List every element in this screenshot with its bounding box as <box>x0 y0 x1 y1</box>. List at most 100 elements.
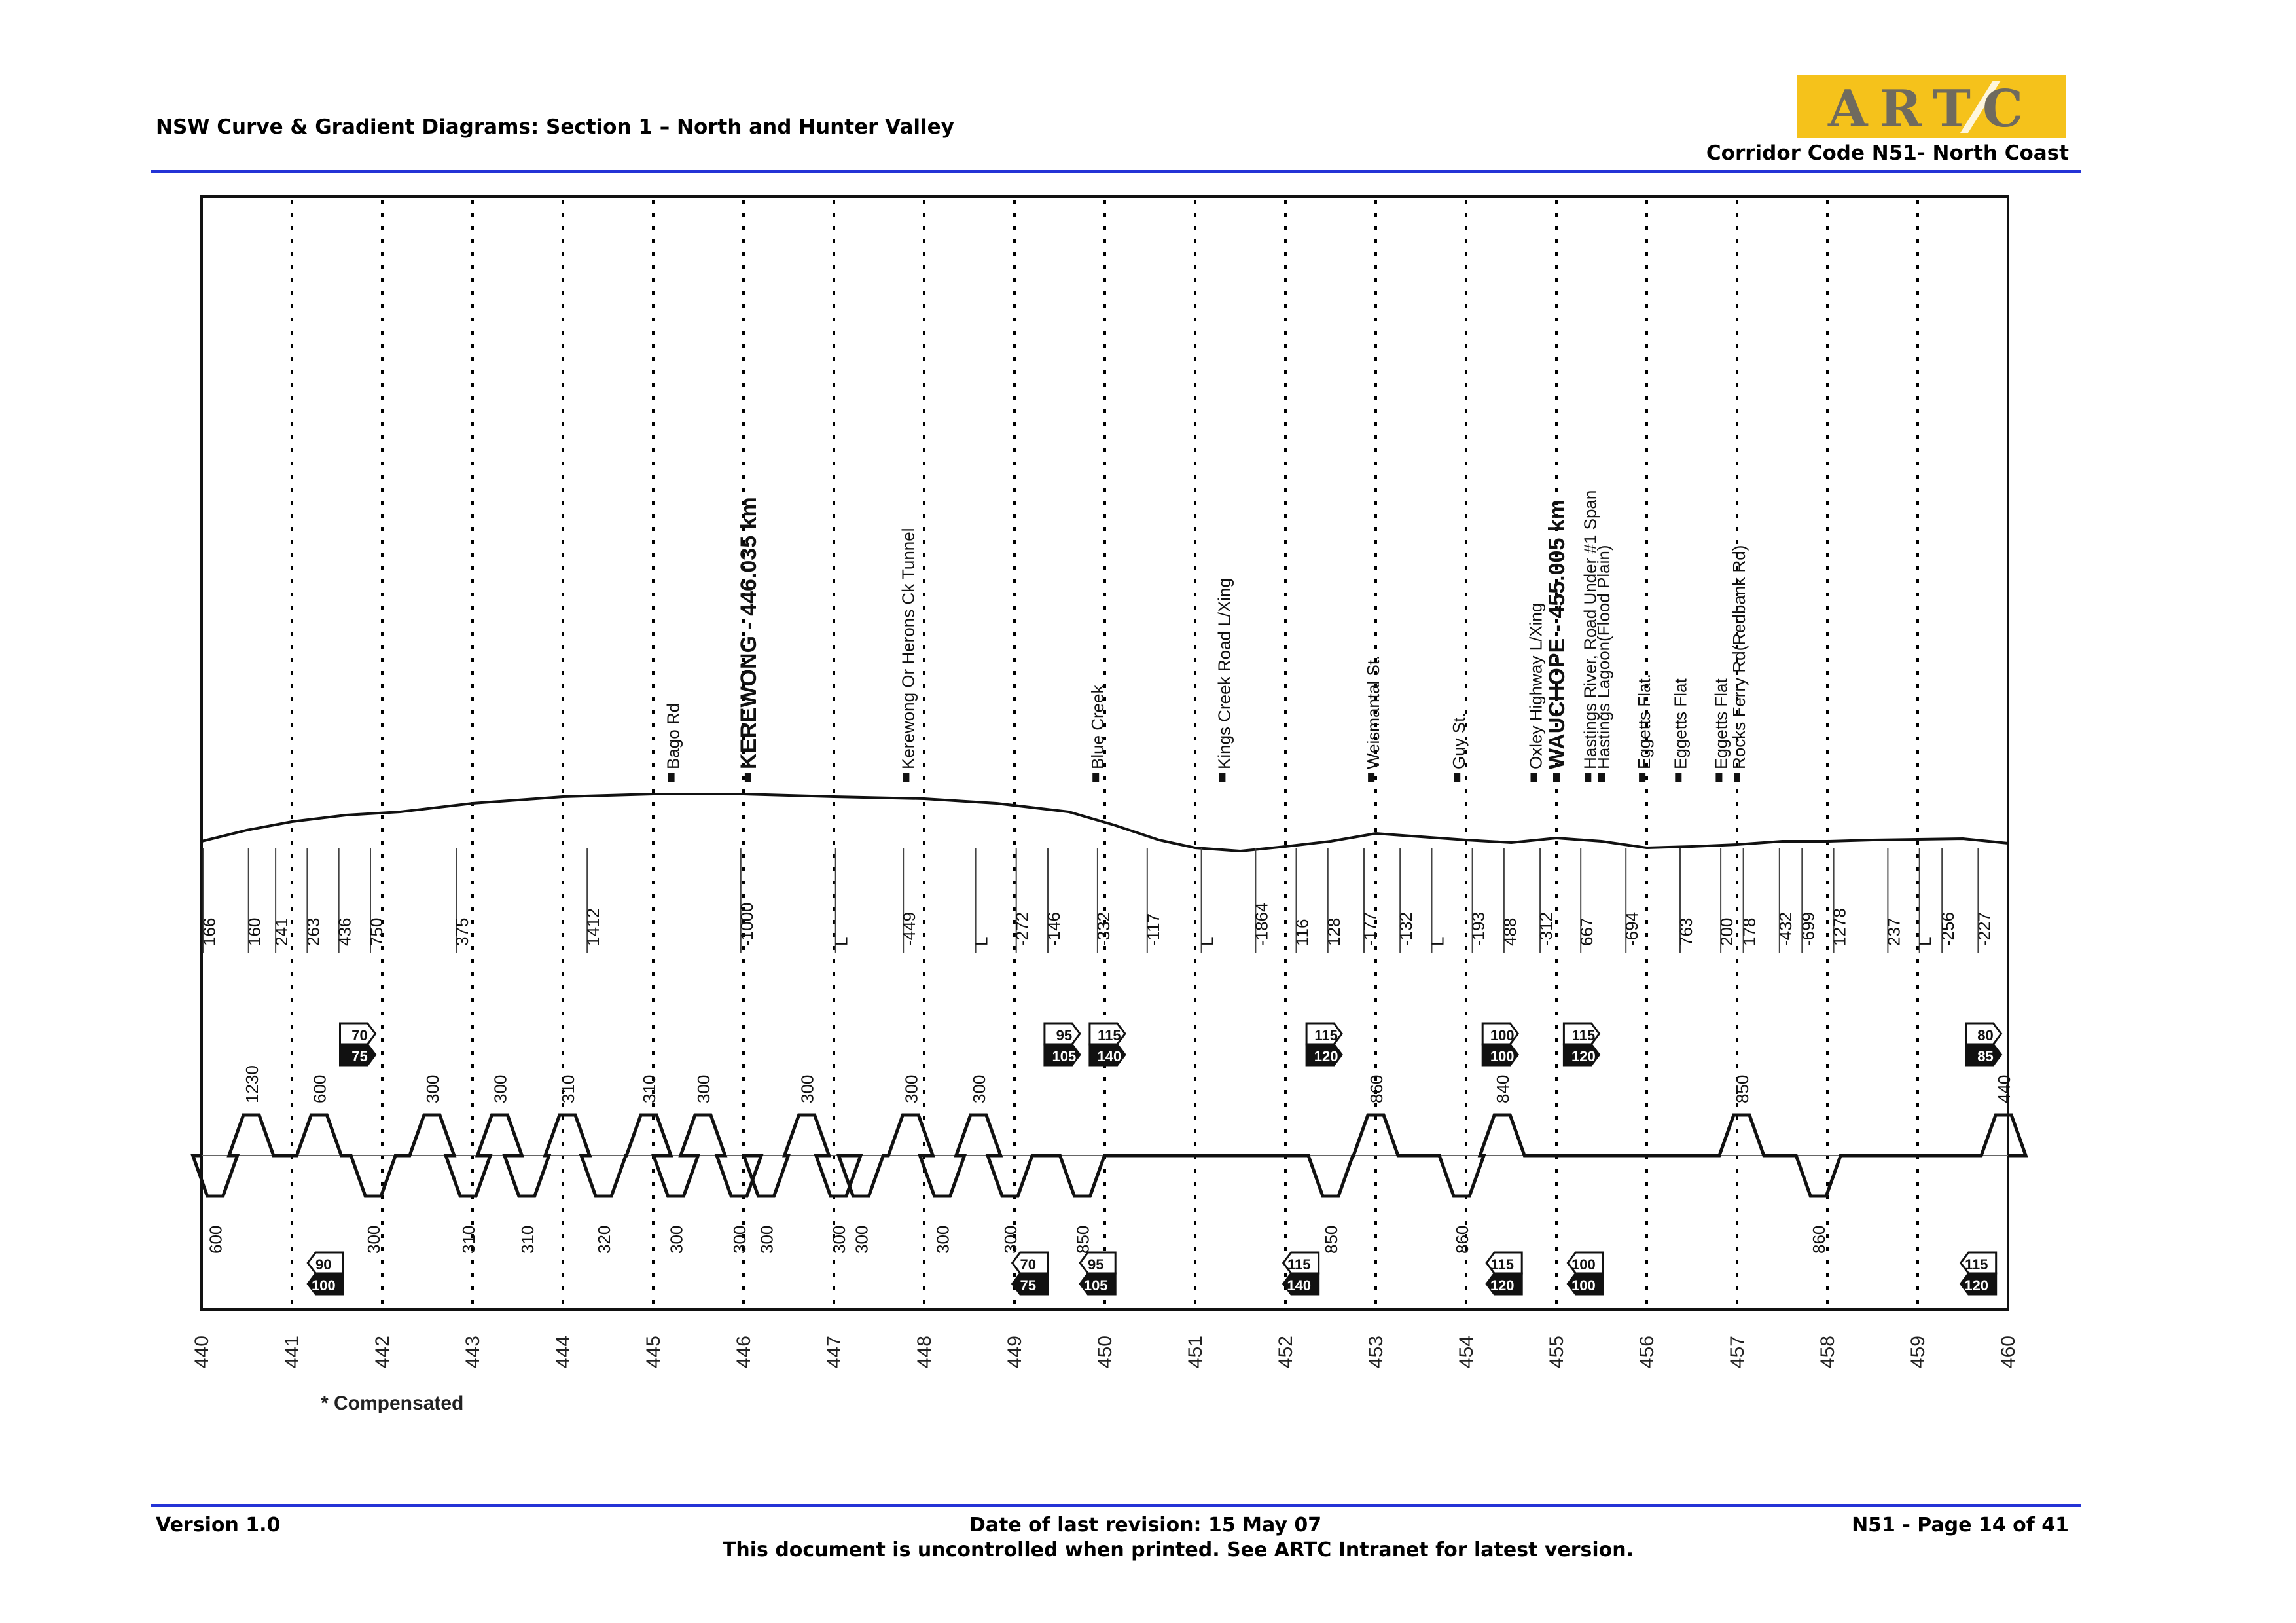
speed-sign-upper-box <box>1088 1022 1126 1046</box>
speed-sign-lower: 120 <box>1490 1277 1515 1294</box>
gradient-value: 178 <box>1740 918 1759 946</box>
curve-radius-bottom: 310 <box>518 1226 537 1254</box>
gradient-value: -132 <box>1396 912 1416 946</box>
speed-sign-lower: 140 <box>1098 1048 1122 1065</box>
gradient-value: 488 <box>1500 918 1520 946</box>
speed-sign-lower-box <box>1481 1043 1520 1067</box>
gradient-value: -1864 <box>1251 903 1271 947</box>
km-label: 460 <box>1998 1336 2019 1368</box>
location-label: Hastings River, Road Under #1 Span <box>1580 490 1600 769</box>
km-label: 445 <box>643 1336 664 1368</box>
curve-radius-bottom: 860 <box>1452 1226 1472 1254</box>
location-label: Kerewong Or Herons Ck Tunnel <box>898 528 918 769</box>
location-marker <box>1219 773 1226 782</box>
location-marker <box>1585 773 1592 782</box>
gradient-profile <box>201 793 2009 853</box>
speed-sign-upper-box <box>1282 1251 1320 1275</box>
diagram-frame <box>200 195 2009 1311</box>
curve-radius-bottom: 600 <box>206 1226 226 1254</box>
curve-radius-top: 850 <box>1732 1075 1752 1103</box>
speed-sign-upper-box <box>1485 1251 1523 1275</box>
location-label: WAUCHOPE - 455.005 km <box>1545 500 1570 769</box>
km-label: 458 <box>1817 1336 1839 1368</box>
gradient-value: L <box>972 937 992 946</box>
gradient-value: -227 <box>1974 912 1994 946</box>
gradient-value: 763 <box>1676 918 1696 946</box>
speed-sign-lower-box <box>1011 1272 1049 1296</box>
gradient-profile-line <box>201 793 2009 853</box>
location-marker <box>1675 773 1682 782</box>
speed-sign-upper: 115 <box>1965 1256 1988 1273</box>
speed-sign-lower: 75 <box>351 1048 367 1065</box>
curve-radius-bottom: 850 <box>1321 1226 1341 1254</box>
speed-sign-lower-box <box>1088 1043 1126 1067</box>
gradient-value: 1412 <box>583 908 603 946</box>
speed-sign-upper-box <box>1562 1022 1601 1046</box>
speed-sign-upper-box <box>1305 1022 1343 1046</box>
km-label: 444 <box>552 1336 574 1368</box>
curve-radius-top: 300 <box>969 1075 989 1103</box>
speed-sign-upper: 115 <box>1287 1256 1311 1273</box>
gradient-value: 436 <box>335 918 355 946</box>
gradient-value: 237 <box>1884 918 1903 946</box>
logo-wordmark: ARTC <box>1827 79 2036 139</box>
speed-sign-lower: 140 <box>1287 1277 1311 1294</box>
gradient-value: -1000 <box>737 903 757 947</box>
speed-sign-lower-box <box>1043 1043 1081 1067</box>
km-label: 448 <box>914 1336 935 1368</box>
curve-radius-top: 1230 <box>242 1065 262 1103</box>
curve-radius-bottom: 300 <box>757 1226 777 1254</box>
location-label: Kings Creek Road L/Xing <box>1214 578 1234 769</box>
speed-sign-lower-box <box>1485 1272 1523 1296</box>
curve-radius-top: 600 <box>310 1075 329 1103</box>
speed-sign-upper-box <box>1965 1022 2003 1046</box>
speed-sign-lower: 120 <box>1314 1048 1338 1065</box>
location-marker <box>1715 773 1723 782</box>
gradient-value: 263 <box>303 918 323 946</box>
corridor-code: Corridor Code N51- North Coast <box>1706 141 2069 165</box>
speed-sign-upper: 115 <box>1490 1256 1514 1273</box>
location-label: KEREWONG - 446.035 km <box>736 497 761 769</box>
curve-radius-bottom: 300 <box>829 1226 849 1254</box>
curve-radius-top: 300 <box>694 1075 713 1103</box>
document-title: NSW Curve & Gradient Diagrams: Section 1… <box>156 115 954 139</box>
location-marker <box>1092 773 1100 782</box>
km-label: 457 <box>1727 1336 1748 1368</box>
curve-radius-top: 310 <box>558 1075 578 1103</box>
gradient-value: -177 <box>1360 912 1380 946</box>
km-label: 450 <box>1094 1336 1116 1368</box>
curve-radius-bottom: 300 <box>852 1226 871 1254</box>
speed-sign-lower-box <box>306 1272 344 1296</box>
speed-sign-lower: 105 <box>1084 1277 1108 1294</box>
location-marker <box>744 773 751 782</box>
speed-sign-upper: 115 <box>1572 1027 1596 1044</box>
gradient-value: -694 <box>1622 912 1641 946</box>
speed-sign-upper: 100 <box>1490 1027 1515 1044</box>
header-divider <box>151 170 2081 173</box>
gradient-values: 166 160 241 263 436 750 375 1412 -1000 L -449 L -272… <box>200 848 1994 953</box>
gradient-value: -272 <box>1013 912 1032 946</box>
location-marker <box>1454 773 1461 782</box>
speed-sign-lower-box <box>1959 1272 1998 1296</box>
speed-sign-upper: 70 <box>351 1027 367 1044</box>
location-label: Guy St. <box>1449 712 1469 769</box>
location-label: Weismantal St. <box>1363 655 1383 769</box>
curve-radius-top: 310 <box>639 1075 659 1103</box>
location-label: Bago Rd <box>664 703 683 769</box>
curve-radius-bottom: 300 <box>667 1226 687 1254</box>
km-label: 441 <box>281 1336 303 1368</box>
curve-radius-top: 300 <box>490 1075 510 1103</box>
speed-sign-lower-box <box>339 1043 377 1067</box>
speed-signs: 7075951051151401151201001001151208085901… <box>306 1022 2003 1296</box>
curve-radius-bottom: 860 <box>1809 1226 1829 1254</box>
location-marker <box>1639 773 1646 782</box>
speed-sign-upper-box <box>1481 1022 1520 1046</box>
curve-radius-bottom: 300 <box>730 1226 749 1254</box>
